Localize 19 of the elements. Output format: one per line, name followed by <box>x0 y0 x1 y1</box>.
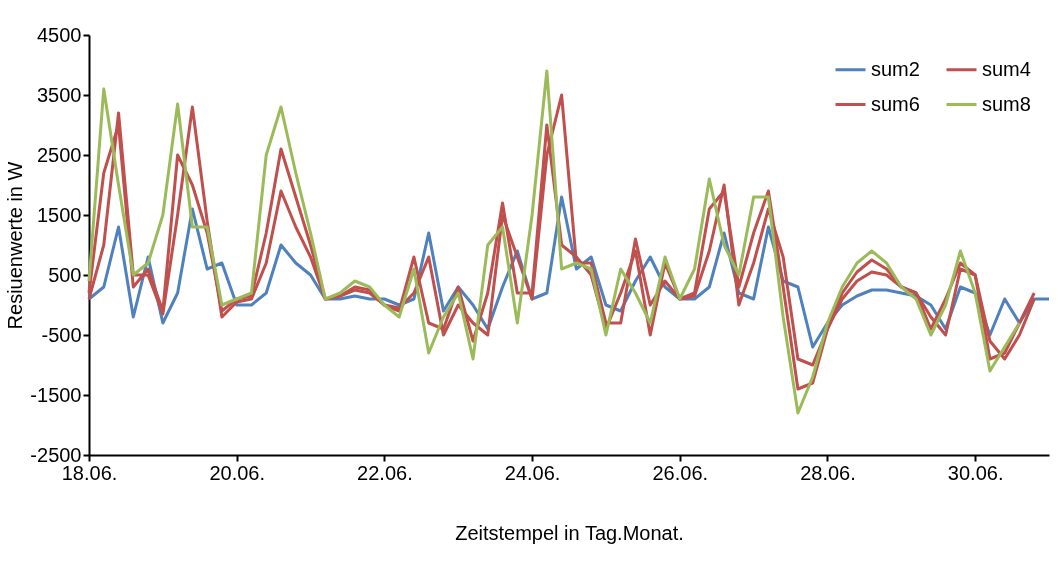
y-tick-label: 500 <box>48 263 82 286</box>
x-tick-label: 22.06. <box>357 461 413 484</box>
y-tick-label: -1500 <box>30 383 82 406</box>
legend-label: sum2 <box>871 57 920 80</box>
legend-label: sum4 <box>982 57 1031 80</box>
legend-label: sum8 <box>982 92 1031 115</box>
y-tick-label: 4500 <box>37 23 82 46</box>
x-tick-label: 24.06. <box>504 461 561 484</box>
y-tick-label: 2500 <box>37 143 82 166</box>
x-axis-title: Zeitstempel in Tag.Monat. <box>455 521 684 544</box>
x-tick-label: 30.06. <box>947 461 1004 484</box>
y-tick-label: 3500 <box>37 83 82 106</box>
y-axis-title: Resiuenwerte in W <box>4 161 27 330</box>
legend-label: sum6 <box>871 92 920 115</box>
y-tick-label: -500 <box>41 323 82 346</box>
x-tick-label: 26.06. <box>652 461 709 484</box>
x-tick-label: 28.06. <box>800 461 856 484</box>
x-tick-label: 20.06. <box>209 461 265 484</box>
y-tick-label: 1500 <box>37 203 82 226</box>
